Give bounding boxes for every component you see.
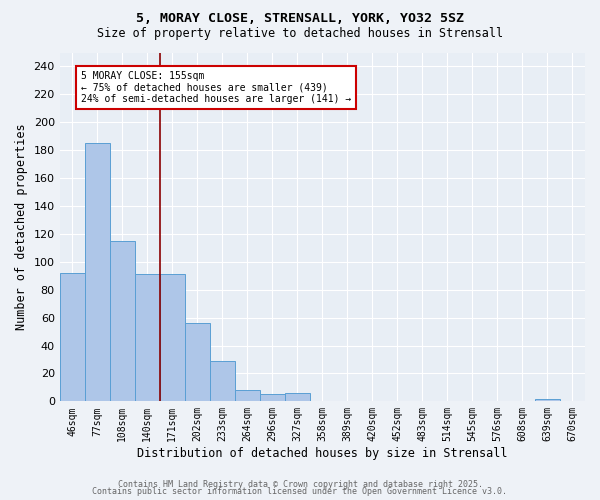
Text: Contains public sector information licensed under the Open Government Licence v3: Contains public sector information licen… bbox=[92, 488, 508, 496]
Bar bbox=[285, 393, 310, 402]
Bar bbox=[160, 274, 185, 402]
X-axis label: Distribution of detached houses by size in Strensall: Distribution of detached houses by size … bbox=[137, 447, 508, 460]
Bar bbox=[535, 398, 560, 402]
Bar bbox=[135, 274, 160, 402]
Text: 5 MORAY CLOSE: 155sqm
← 75% of detached houses are smaller (439)
24% of semi-det: 5 MORAY CLOSE: 155sqm ← 75% of detached … bbox=[81, 70, 351, 104]
Bar bbox=[235, 390, 260, 402]
Text: 5, MORAY CLOSE, STRENSALL, YORK, YO32 5SZ: 5, MORAY CLOSE, STRENSALL, YORK, YO32 5S… bbox=[136, 12, 464, 26]
Text: Contains HM Land Registry data © Crown copyright and database right 2025.: Contains HM Land Registry data © Crown c… bbox=[118, 480, 482, 489]
Bar bbox=[59, 273, 85, 402]
Y-axis label: Number of detached properties: Number of detached properties bbox=[15, 124, 28, 330]
Bar bbox=[210, 361, 235, 402]
Bar bbox=[260, 394, 285, 402]
Bar bbox=[85, 143, 110, 402]
Bar bbox=[185, 323, 210, 402]
Bar bbox=[110, 241, 135, 402]
Text: Size of property relative to detached houses in Strensall: Size of property relative to detached ho… bbox=[97, 28, 503, 40]
